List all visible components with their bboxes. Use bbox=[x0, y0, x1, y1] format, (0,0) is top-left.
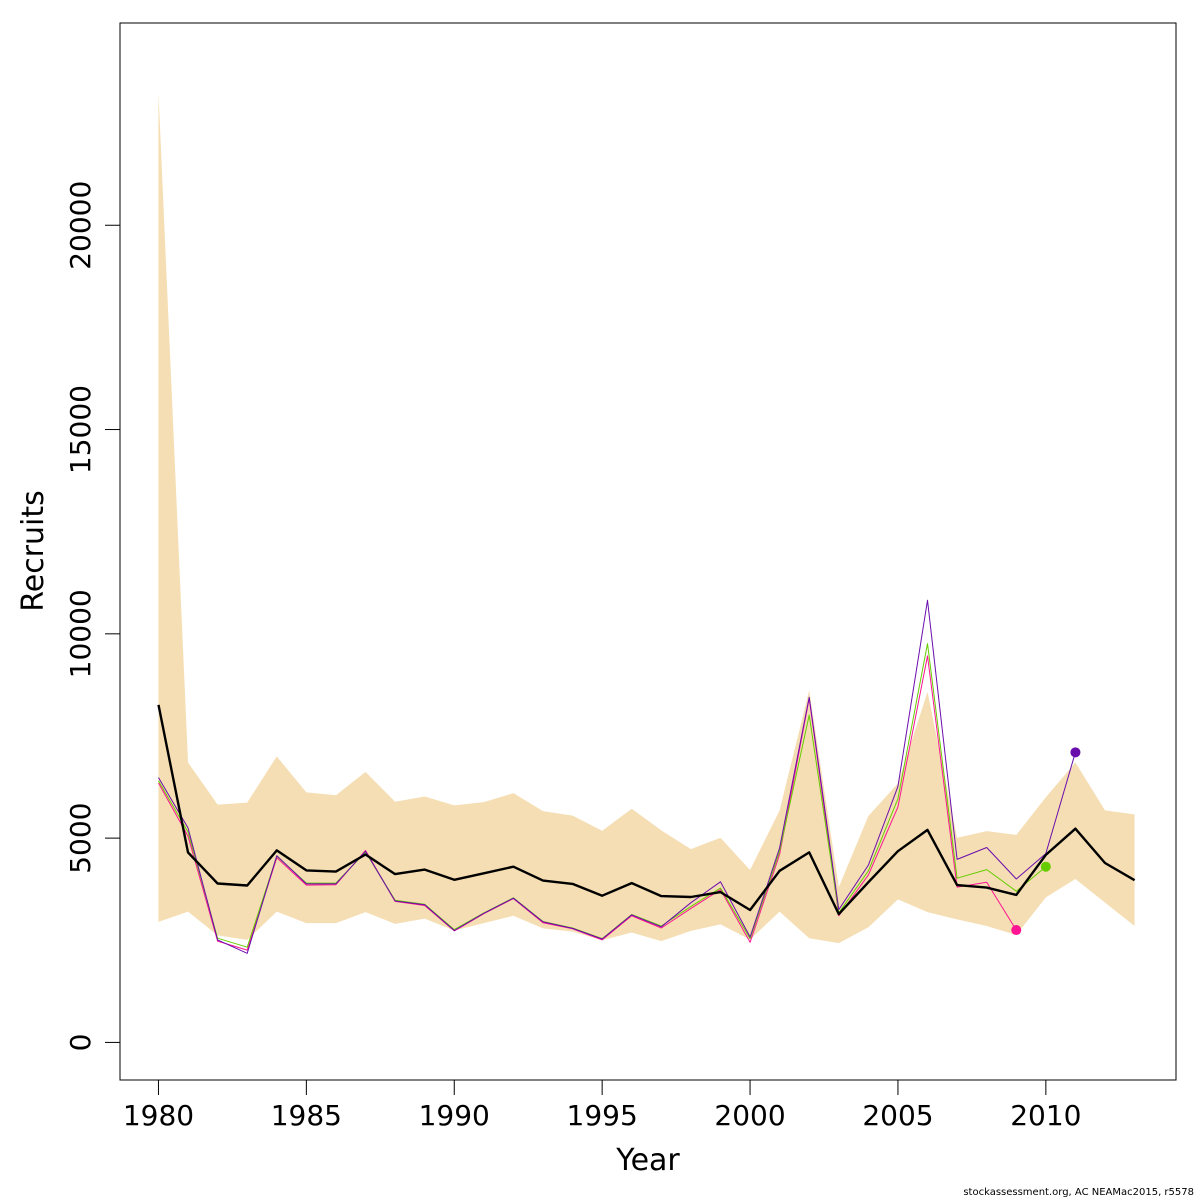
confidence-band bbox=[158, 92, 1135, 944]
series-line-main bbox=[157, 704, 1136, 916]
x-tick-label: 2010 bbox=[1010, 1099, 1081, 1132]
y-tick-label: 15000 bbox=[64, 385, 97, 474]
y-tick-label: 5000 bbox=[64, 802, 97, 873]
x-tick-label: 1985 bbox=[271, 1099, 342, 1132]
y-axis-title: Recruits bbox=[16, 490, 51, 612]
axis-layer: 1980 1985 1990 1995 2000 2005 2010 0 5000 10000 15… bbox=[64, 181, 1081, 1132]
series-endpoint-3 bbox=[1070, 747, 1081, 758]
x-tick-label: 2000 bbox=[714, 1099, 785, 1132]
x-tick-label: 1980 bbox=[123, 1099, 194, 1132]
series-layer bbox=[157, 599, 1136, 954]
x-tick-label: 1990 bbox=[419, 1099, 490, 1132]
series-line-peel-3 bbox=[158, 599, 1076, 954]
series-line-peel-1 bbox=[158, 655, 1017, 951]
x-axis-title: Year bbox=[615, 1143, 680, 1178]
series-endpoint-2 bbox=[1040, 861, 1051, 872]
footer-note: stockassessment.org, AC NEAMac2015, r557… bbox=[963, 1187, 1194, 1198]
x-tick-label: 1995 bbox=[567, 1099, 638, 1132]
x-tick-label: 2005 bbox=[862, 1099, 933, 1132]
y-tick-label: 0 bbox=[64, 1033, 97, 1051]
confidence-band-layer bbox=[158, 92, 1135, 944]
series-endpoint-1 bbox=[1011, 925, 1022, 936]
y-tick-label: 20000 bbox=[64, 181, 97, 270]
y-tick-label: 10000 bbox=[64, 589, 97, 678]
